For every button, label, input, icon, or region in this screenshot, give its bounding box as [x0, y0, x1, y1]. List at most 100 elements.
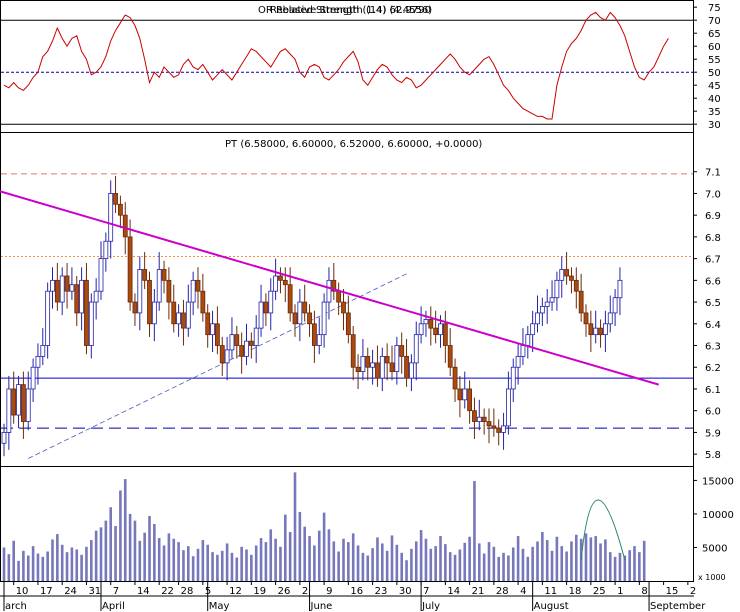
candle-body [151, 301, 157, 325]
volume-bar [7, 554, 11, 581]
candle-body [25, 388, 31, 422]
volume-bar [75, 549, 79, 581]
volume-bar [361, 552, 365, 581]
volume-bar [536, 541, 539, 581]
volume-bar [12, 540, 15, 581]
axis-layer: 1017243171422285121926291623307142128411… [0, 581, 706, 612]
month-label: August [534, 601, 569, 612]
volume-bar [293, 472, 297, 581]
volume-bar [608, 552, 612, 581]
candle-body [559, 269, 565, 281]
volume-bar [604, 539, 607, 581]
x-tick-label: 2 [302, 586, 308, 597]
volume-bar [366, 555, 370, 581]
candle-body [462, 388, 468, 401]
price-title: PT (6.58000, 6.60000, 6.52000, 6.60000, … [225, 139, 482, 150]
candle-body [273, 275, 279, 292]
candle-body [190, 279, 196, 303]
volume-bar [390, 535, 394, 581]
month-label: April [102, 601, 125, 612]
x-tick-label: 24 [64, 586, 77, 597]
rsi-tick-label: 60 [708, 42, 721, 53]
x-tick-label: 28 [181, 586, 194, 597]
price-tick-label: 6.4 [705, 320, 721, 331]
candle-body [74, 284, 80, 314]
candle-body [428, 319, 434, 329]
volume-bar [211, 552, 214, 581]
candle-body [583, 312, 589, 325]
volume-bar [531, 546, 534, 581]
candle-body [35, 355, 41, 368]
candle-body [64, 275, 70, 292]
candle-body [593, 327, 599, 336]
volume-bar [458, 549, 462, 581]
candle-body [205, 312, 211, 336]
candle-body [447, 345, 453, 368]
candle-body [224, 349, 230, 364]
volume-bar [36, 553, 40, 581]
x-tick-label: 8 [641, 586, 647, 597]
declining-trendline [0, 190, 660, 386]
volume-bar [17, 560, 20, 581]
candle-body [219, 345, 225, 364]
volume-tick-label: 10000 [702, 510, 734, 521]
volume-bar [85, 546, 88, 581]
volume-bar [463, 542, 467, 581]
candle-body [554, 279, 560, 299]
volume-bar [119, 490, 122, 581]
volume-bar [196, 548, 200, 581]
volume-bar [269, 529, 273, 581]
candle-body [195, 279, 201, 292]
candle-body [530, 323, 536, 336]
volume-bar [439, 536, 442, 581]
volume-bar [303, 526, 306, 581]
volume-bar [633, 546, 636, 581]
candle-body [185, 301, 191, 329]
x-tick-label: 9 [326, 586, 332, 597]
candle-body [137, 269, 143, 314]
volume-bar [138, 540, 142, 581]
x-tick-label: 4 [520, 586, 526, 597]
candle-body [588, 323, 594, 336]
candle-body [311, 323, 317, 346]
candle-body [452, 366, 458, 390]
candle-body [69, 284, 75, 292]
candle-body [79, 279, 84, 314]
candle-body [423, 319, 429, 325]
candle-body [16, 384, 21, 416]
candle-body [496, 427, 502, 433]
candle-body [54, 279, 60, 303]
volume-bar [60, 544, 64, 581]
price-tick-label: 6.8 [705, 233, 721, 244]
x-tick-label: 11 [544, 586, 557, 597]
volume-bar [473, 481, 476, 581]
candle-body [501, 425, 506, 433]
candle-body [612, 297, 618, 314]
volume-bar [327, 529, 331, 581]
x-tick-label: 25 [593, 586, 606, 597]
volume-layer: 5000 10000 15000 [2, 472, 734, 581]
candle-body [481, 416, 487, 422]
volume-bar [153, 524, 156, 581]
volume-bar [225, 543, 229, 581]
volume-bar [511, 547, 515, 581]
x-tick-label: 14 [447, 586, 460, 597]
candle-body [263, 301, 269, 314]
price-tick-label: 5.8 [705, 450, 721, 461]
candle-body [505, 388, 511, 427]
candle-body [413, 334, 419, 364]
candle-body [113, 193, 118, 205]
candle-body [258, 301, 264, 329]
candle-body [127, 236, 133, 303]
volume-bar [405, 560, 408, 581]
candle-body [248, 340, 254, 346]
volume-bar [250, 554, 253, 581]
candle-body [103, 240, 109, 260]
volume-bar [177, 542, 180, 581]
x-tick-label: 1 [617, 586, 623, 597]
volume-bar [468, 536, 471, 581]
volume-bar [99, 527, 103, 581]
volume-bar [478, 543, 481, 581]
volume-bar [613, 556, 617, 581]
candle-body [321, 301, 327, 336]
